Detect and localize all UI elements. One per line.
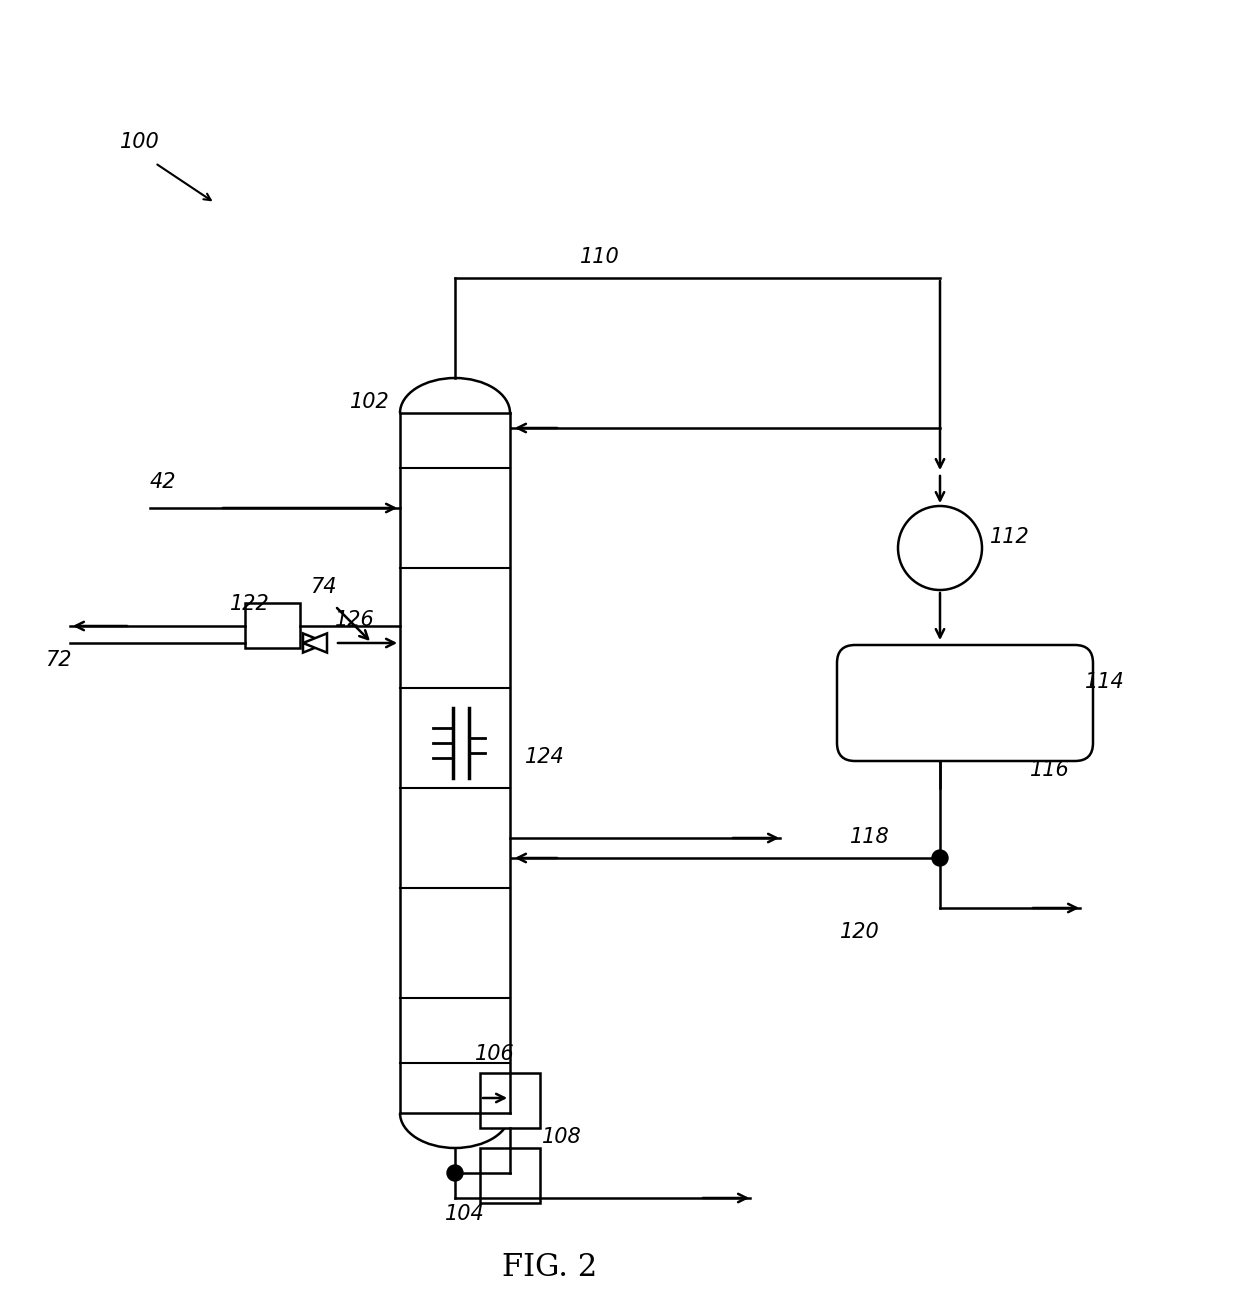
Text: 108: 108 [542,1127,582,1147]
Text: 126: 126 [335,610,374,630]
Text: FIG. 2: FIG. 2 [502,1253,598,1284]
Text: 122: 122 [229,594,270,614]
Text: 112: 112 [990,527,1029,546]
Polygon shape [303,633,327,653]
FancyBboxPatch shape [480,1073,539,1128]
Polygon shape [303,633,327,653]
Text: 104: 104 [445,1205,485,1224]
Text: 72: 72 [45,650,72,670]
Text: 114: 114 [1085,672,1125,692]
Text: 120: 120 [839,922,879,942]
Text: 42: 42 [150,472,176,492]
Text: 100: 100 [120,132,160,152]
Text: 102: 102 [350,392,389,411]
Text: 118: 118 [849,827,890,848]
FancyBboxPatch shape [837,645,1092,761]
Text: 106: 106 [475,1044,515,1064]
Circle shape [898,506,982,591]
FancyBboxPatch shape [480,1147,539,1203]
Text: 74: 74 [310,578,336,597]
FancyBboxPatch shape [246,604,300,648]
Text: 110: 110 [580,247,620,267]
Circle shape [446,1166,463,1181]
Text: 124: 124 [525,748,564,767]
Circle shape [932,850,949,866]
Text: 116: 116 [1030,761,1070,780]
